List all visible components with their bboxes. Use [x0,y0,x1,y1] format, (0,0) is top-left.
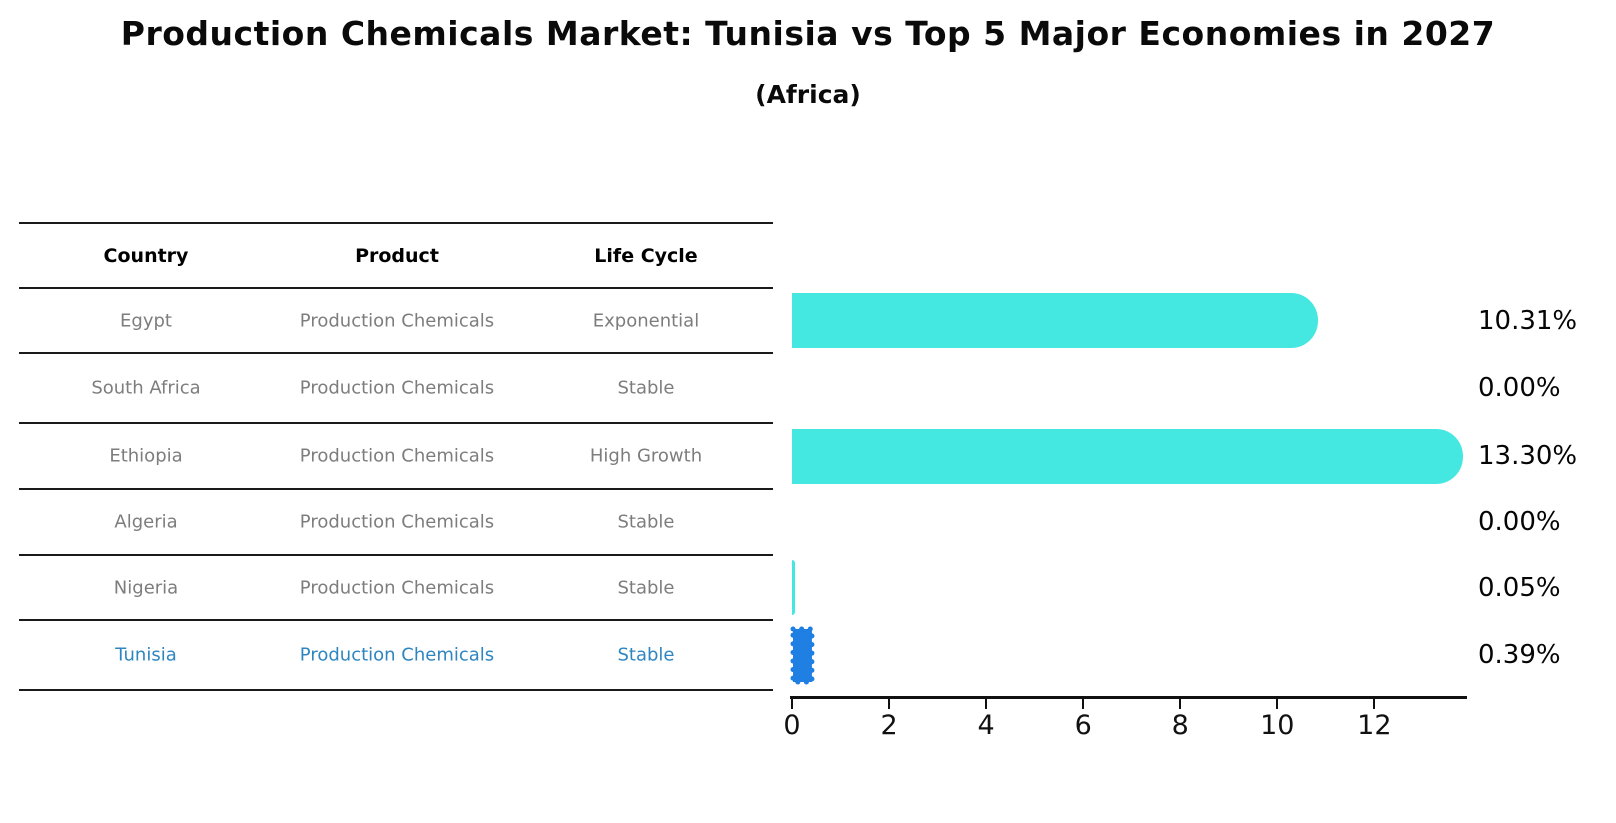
table-cell-ethiopia-product: Production Chemicals [299,445,495,467]
x-axis-tick-mark [1276,699,1279,709]
x-axis-tick-mark [888,699,891,709]
table-separator-line [19,554,773,556]
table-header-country: Country [103,244,189,267]
table-cell-algeria-life_cycle: Stable [617,511,675,533]
table-cell-egypt-country: Egypt [120,310,172,331]
x-axis-tick-label: 12 [1357,710,1392,741]
x-axis-tick-mark [1179,699,1182,709]
chart-title: Production Chemicals Market: Tunisia vs … [120,14,1496,53]
value-label-algeria: 0.00% [1478,507,1561,537]
table-cell-south-africa-product: Production Chemicals [299,377,495,399]
x-axis-tick-label: 8 [1171,710,1189,741]
table-cell-algeria-country: Algeria [114,511,178,533]
value-label-ethiopia: 13.30% [1478,441,1578,471]
table-separator-line [19,422,773,424]
value-label-nigeria: 0.05% [1478,572,1561,603]
x-axis-tick-label: 4 [977,710,995,741]
table-cell-south-africa-country: South Africa [91,377,201,399]
x-axis-tick-mark [1373,699,1376,709]
table-separator-line [19,287,773,289]
table-cell-ethiopia-country: Ethiopia [109,445,183,467]
bar-egypt [792,293,1319,348]
x-axis-tick-label: 2 [880,710,898,741]
table-separator-line [19,488,773,490]
value-label-south-africa: 0.00% [1478,373,1561,403]
x-axis-tick-mark [791,699,793,709]
x-axis-line [790,696,1467,699]
bar-nigeria [792,560,795,615]
value-label-egypt: 10.31% [1478,305,1578,336]
bar-tunisia [787,623,818,688]
x-axis-tick-mark [985,699,988,709]
table-cell-tunisia-life_cycle: Stable [617,644,675,666]
table-cell-algeria-product: Production Chemicals [299,511,495,533]
table-separator-line [19,222,773,224]
value-label-tunisia: 0.39% [1478,640,1561,670]
table-header-life-cycle: Life Cycle [594,244,698,267]
table-separator-line [19,619,773,621]
table-cell-tunisia-product: Production Chemicals [299,644,495,666]
chart-subtitle: (Africa) [755,80,861,109]
x-axis-tick-mark [1082,699,1085,709]
table-separator-line [19,352,773,354]
table-cell-ethiopia-life_cycle: High Growth [589,445,703,467]
table-cell-south-africa-life_cycle: Stable [617,377,675,399]
bar-ethiopia [792,428,1464,484]
table-cell-nigeria-country: Nigeria [113,577,179,598]
x-axis-tick-label: 10 [1260,710,1295,741]
table-header-product: Product [355,244,439,267]
table-cell-nigeria-product: Production Chemicals [299,577,495,598]
x-axis-tick-label: 0 [783,710,801,741]
table-separator-line [19,689,773,691]
table-cell-egypt-life_cycle: Exponential [592,310,700,331]
table-cell-tunisia-country: Tunisia [115,644,177,666]
table-cell-nigeria-life_cycle: Stable [617,577,675,598]
x-axis-tick-label: 6 [1074,710,1092,741]
table-cell-egypt-product: Production Chemicals [299,310,495,331]
